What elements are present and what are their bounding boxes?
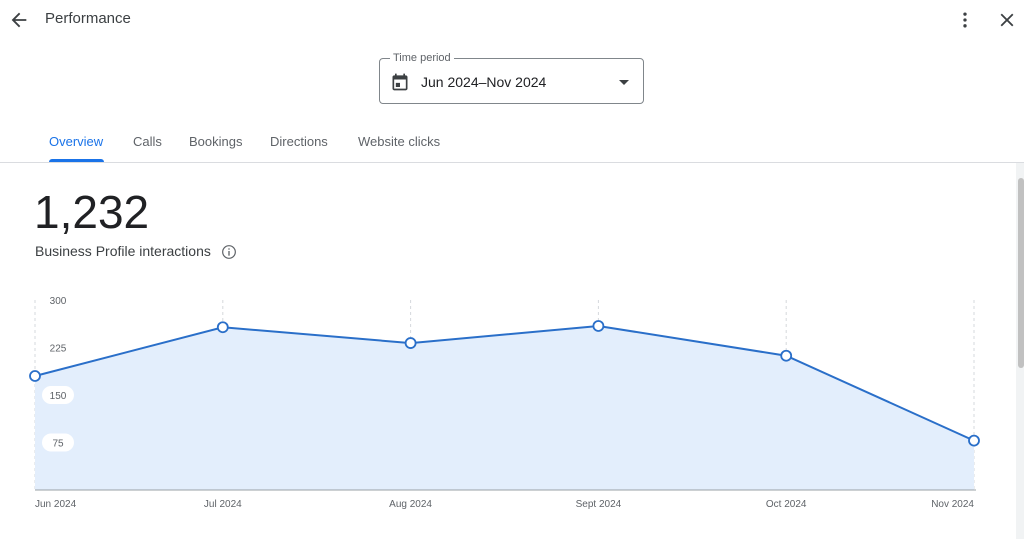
y-axis-ticks: 75 150 225 300 [42, 296, 74, 452]
scrollbar-thumb[interactable] [1018, 178, 1024, 368]
data-point[interactable] [968, 434, 980, 447]
overview-panel: 1,232 Business Profile interactions [0, 163, 1024, 539]
total-interactions-value: 1,232 [34, 186, 150, 238]
time-period-value: Jun 2024–Nov 2024 [421, 74, 547, 90]
x-tick-label: Sept 2024 [576, 499, 622, 510]
time-period-legend: Time period [390, 51, 454, 65]
y-tick-label: 225 [50, 344, 67, 355]
chart-line [34, 324, 975, 442]
x-tick-label: Nov 2024 [931, 499, 974, 510]
info-icon[interactable] [221, 244, 237, 260]
chart-area [35, 325, 974, 490]
page-title: Performance [45, 10, 131, 27]
y-tick-pill-1 [42, 386, 74, 404]
y-tick-label: 300 [50, 296, 67, 307]
data-point[interactable] [216, 321, 229, 334]
chart-points [29, 320, 980, 447]
tab-directions[interactable]: Directions [270, 134, 328, 149]
time-period-select[interactable]: Time period Jun 2024–Nov 2024 [379, 51, 644, 104]
tab-overview[interactable]: Overview [49, 134, 104, 149]
tab-website-clicks[interactable]: Website clicks [358, 134, 441, 149]
metric-label: Business Profile interactions [35, 243, 211, 259]
dropdown-arrow-icon [619, 80, 629, 85]
tab-bar: Overview Calls Bookings Directions Websi… [0, 122, 1024, 163]
data-point[interactable] [29, 370, 41, 382]
close-icon[interactable] [996, 9, 1018, 31]
data-point[interactable] [780, 349, 793, 362]
calendar-icon [392, 73, 408, 91]
more-vert-icon[interactable] [955, 9, 975, 31]
top-bar: Performance [0, 0, 1024, 40]
data-point[interactable] [592, 320, 605, 332]
y-tick-label: 75 [52, 439, 64, 450]
x-tick-label: Aug 2024 [389, 499, 432, 510]
active-tab-indicator [49, 159, 104, 162]
tab-bookings[interactable]: Bookings [189, 134, 243, 149]
arrow-left-icon[interactable] [8, 9, 30, 31]
x-tick-label: Oct 2024 [766, 499, 807, 510]
y-tick-pill-0 [42, 433, 74, 452]
x-tick-label: Jun 2024 [35, 499, 77, 510]
x-axis-ticks: Jun 2024 Jul 2024 Aug 2024 Sept 2024 Oct 202… [35, 499, 974, 510]
data-point[interactable] [404, 337, 417, 349]
x-tick-label: Jul 2024 [204, 499, 242, 510]
tab-calls[interactable]: Calls [133, 134, 162, 149]
y-tick-label: 150 [50, 391, 67, 402]
